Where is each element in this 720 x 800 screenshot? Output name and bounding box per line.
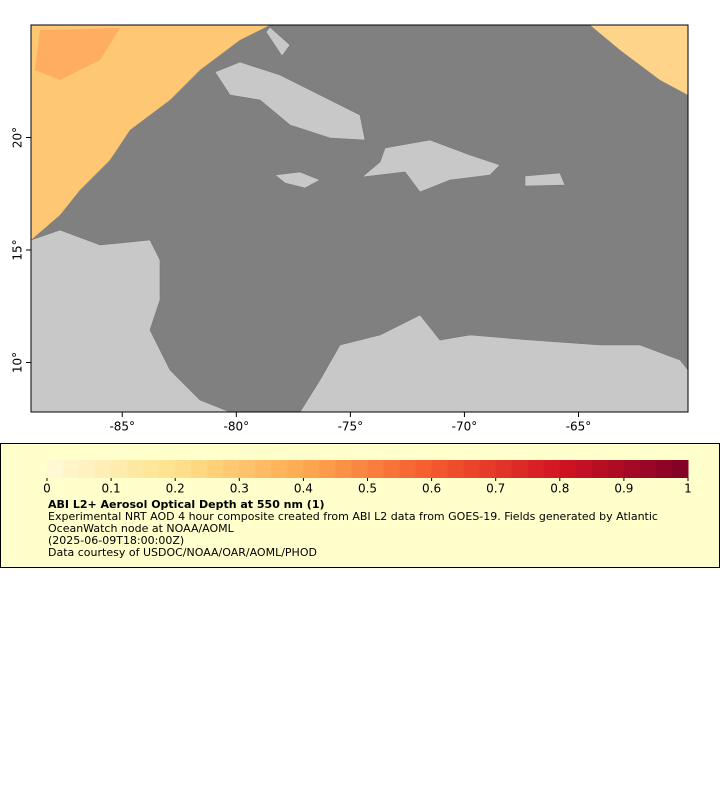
colorbar-segment <box>607 460 625 478</box>
colorbar-tick-label: 0.4 <box>294 482 313 496</box>
colorbar-segment <box>447 460 465 478</box>
south-america <box>299 314 689 413</box>
colorbar-segment <box>303 460 320 478</box>
x-tick-label: -70° <box>452 420 478 434</box>
legend-title: ABI L2+ Aerosol Optical Depth at 550 nm … <box>48 498 325 511</box>
puerto-rico <box>524 172 566 187</box>
colorbar-segment <box>511 460 529 478</box>
colorbar-tick-label: 0.9 <box>614 482 633 496</box>
x-tick-label: -80° <box>224 420 250 434</box>
x-tick-label: -85° <box>109 420 135 434</box>
colorbar-segment <box>95 460 112 478</box>
colorbar-segment <box>47 460 64 478</box>
y-tick-label: 10° <box>11 352 25 373</box>
colorbar-segment <box>543 460 561 478</box>
colorbar-tick-label: 0.6 <box>422 482 441 496</box>
legend-timestamp: (2025-06-09T18:00:00Z) <box>48 534 185 547</box>
colorbar-tick-label: 0.1 <box>102 482 121 496</box>
x-tick-label: -65° <box>566 420 592 434</box>
cuba <box>214 61 366 141</box>
colorbar-segment <box>639 460 657 478</box>
colorbar-segment <box>591 460 609 478</box>
land <box>30 26 689 413</box>
aod-region <box>590 25 688 95</box>
aod-region <box>35 28 120 80</box>
colorbar-segment <box>143 460 160 478</box>
colorbar-segment <box>495 460 513 478</box>
y-tick-label: 20° <box>11 127 25 148</box>
colorbar-tick-label: 0.8 <box>550 482 569 496</box>
colorbar-segment <box>351 460 368 478</box>
colorbar-segment <box>479 460 497 478</box>
colorbar-segment <box>623 460 641 478</box>
colorbar-segment <box>271 460 288 478</box>
colorbar-segment <box>575 460 593 478</box>
legend-description: Experimental NRT AOD 4 hour composite cr… <box>48 510 658 535</box>
legend-text: ABI L2+ Aerosol Optical Depth at 550 nm … <box>48 499 688 559</box>
colorbar-segment <box>255 460 272 478</box>
colorbar-segment <box>159 460 176 478</box>
colorbar-segment <box>111 460 128 478</box>
colorbar-segment <box>191 460 208 478</box>
aod-region <box>31 25 270 240</box>
map-frame <box>30 24 689 413</box>
colorbar-segment <box>399 460 417 478</box>
colorbar-segment <box>175 460 192 478</box>
legend-credit: Data courtesy of USDOC/NOAA/OAR/AOML/PHO… <box>48 546 317 559</box>
colorbar-segment <box>127 460 144 478</box>
colorbar-segment <box>335 460 352 478</box>
colorbar-segment <box>207 460 224 478</box>
colorbar-segment <box>383 460 401 478</box>
colorbar-segment <box>319 460 336 478</box>
colorbar-segment <box>287 460 304 478</box>
colorbar-segment <box>415 460 433 478</box>
colorbar-tick-label: 0.2 <box>166 482 185 496</box>
colorbar-segment <box>463 460 481 478</box>
x-tick-label: -75° <box>338 420 364 434</box>
colorbar-segment <box>671 460 689 478</box>
hispaniola <box>361 139 501 193</box>
colorbar-tick-label: 1 <box>684 482 692 496</box>
colorbar: 0 0.1 0.2 0.3 0.4 0.5 0.6 0.7 0.8 0.9 1 <box>43 460 692 496</box>
colorbar-segment <box>431 460 449 478</box>
colorbar-segment <box>223 460 240 478</box>
colorbar-tick-label: 0.5 <box>358 482 377 496</box>
colorbar-tick-label: 0.3 <box>230 482 249 496</box>
jamaica <box>274 171 321 189</box>
y-tick-label: 15° <box>11 239 25 260</box>
colorbar-segment <box>239 460 256 478</box>
colorbar-segment <box>79 460 96 478</box>
colorbar-tick-label: 0 <box>43 482 51 496</box>
florida <box>265 26 291 57</box>
colorbar-segment <box>367 460 385 478</box>
colorbar-segment <box>559 460 577 478</box>
colorbar-segment <box>63 460 80 478</box>
colorbar-tick-label: 0.7 <box>486 482 505 496</box>
colorbar-segment <box>527 460 545 478</box>
colorbar-segment <box>655 460 673 478</box>
